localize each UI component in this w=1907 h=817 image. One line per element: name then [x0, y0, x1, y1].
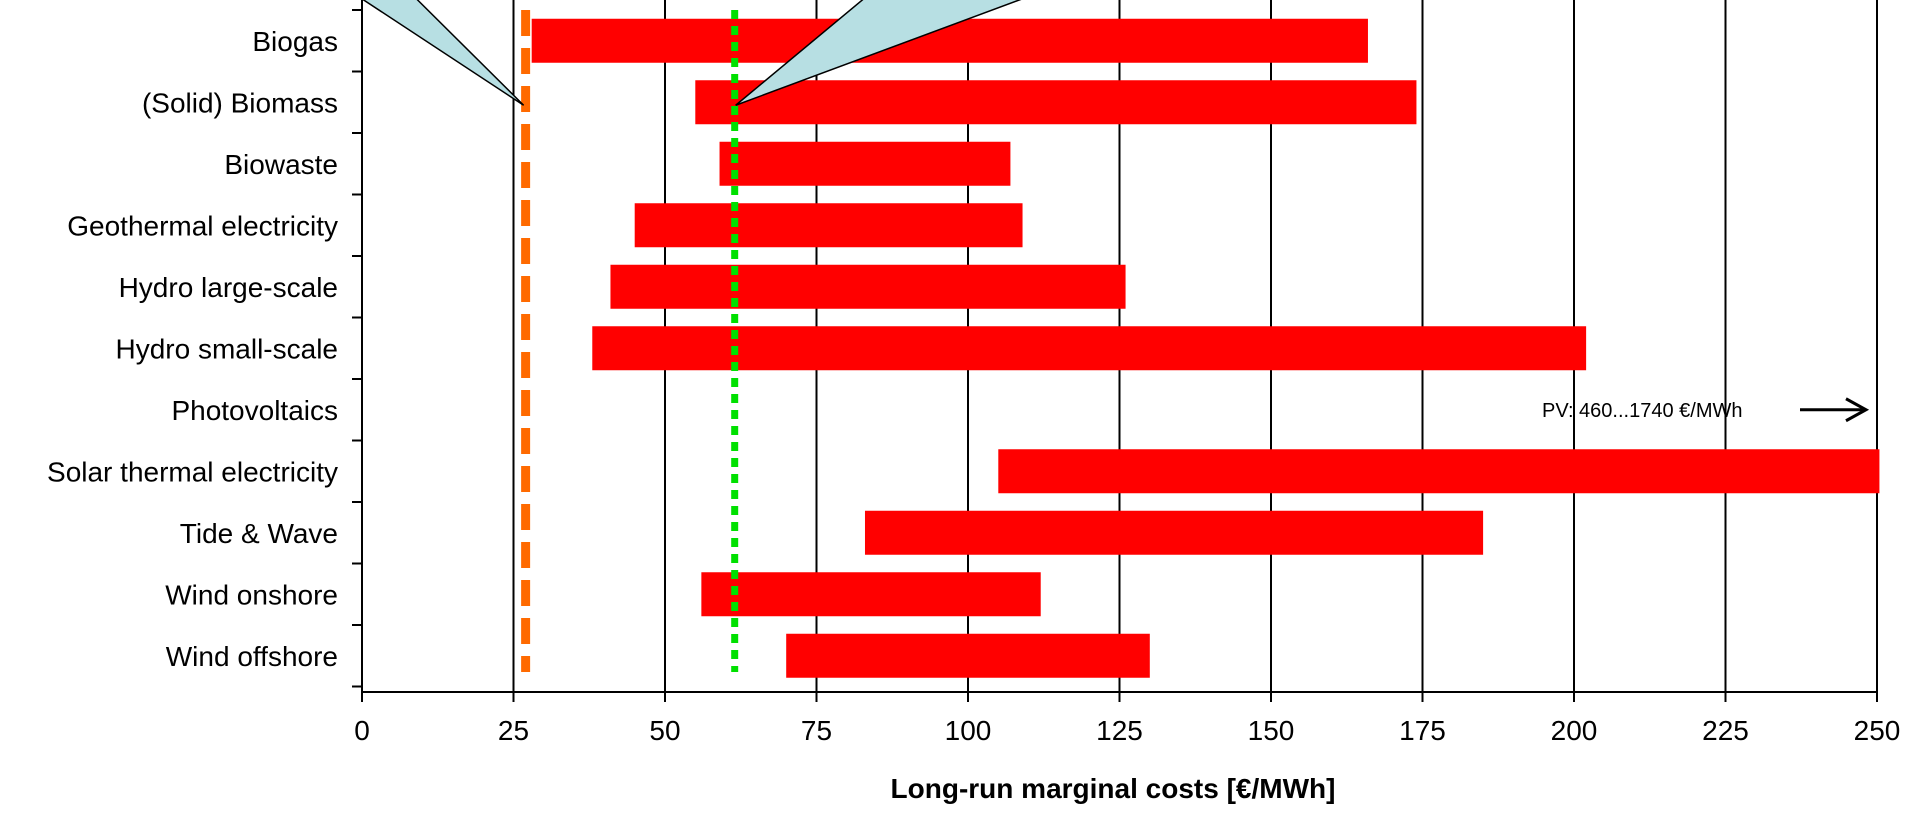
range-bar: [786, 633, 1150, 678]
x-tick-label: 150: [1248, 715, 1295, 746]
category-labels: Biogas (Solid) Biomass Biowaste Geothermal …: [47, 26, 338, 672]
x-tick-label: 200: [1551, 715, 1598, 746]
x-tick-label: 75: [801, 715, 832, 746]
category-label: Solar thermal electricity: [47, 456, 338, 487]
x-tick-label: 225: [1702, 715, 1749, 746]
range-bar: [719, 141, 1011, 186]
axes: [352, 0, 1878, 702]
category-label: Geothermal electricity: [67, 210, 338, 241]
range-bar: [701, 572, 1041, 617]
category-label: Wind offshore: [166, 641, 338, 672]
x-tick-label: 0: [354, 715, 370, 746]
range-bar: [695, 80, 1417, 125]
tick-labels: 0 25 50 75 100 125 150 175 200 225 250: [354, 715, 1900, 746]
range-bar: [634, 203, 1023, 248]
range-bar: [998, 449, 1880, 494]
x-tick-label: 25: [498, 715, 529, 746]
category-label: Hydro large-scale: [119, 272, 338, 303]
category-label: Biogas: [252, 26, 338, 57]
x-tick-label: 250: [1854, 715, 1901, 746]
category-label: Hydro small-scale: [116, 333, 339, 364]
category-label: (Solid) Biomass: [142, 87, 338, 118]
pv-annotation-arrow-head: [1845, 397, 1870, 423]
range-bar: [864, 510, 1484, 555]
pv-annotation-text: PV: 460...1740 €/MWh: [1542, 400, 1742, 422]
x-tick-label: 125: [1096, 715, 1143, 746]
callout-pointer: [362, 0, 525, 106]
callouts: [362, 0, 1022, 106]
x-tick-label: 175: [1399, 715, 1446, 746]
category-label: Biowaste: [224, 149, 338, 180]
category-label: Tide & Wave: [180, 518, 338, 549]
range-bar: [592, 326, 1587, 371]
x-tick-label: 50: [649, 715, 680, 746]
x-axis-title: Long-run marginal costs [€/MWh]: [891, 773, 1336, 804]
annotation-group: PV: 460...1740 €/MWh: [1542, 397, 1870, 423]
callout-pointer: [735, 0, 1022, 106]
x-tick-label: 100: [945, 715, 992, 746]
range-bar: [610, 264, 1126, 309]
reference-lines: [521, 10, 739, 672]
category-label: Wind onshore: [165, 579, 338, 610]
category-label: Photovoltaics: [171, 395, 338, 426]
